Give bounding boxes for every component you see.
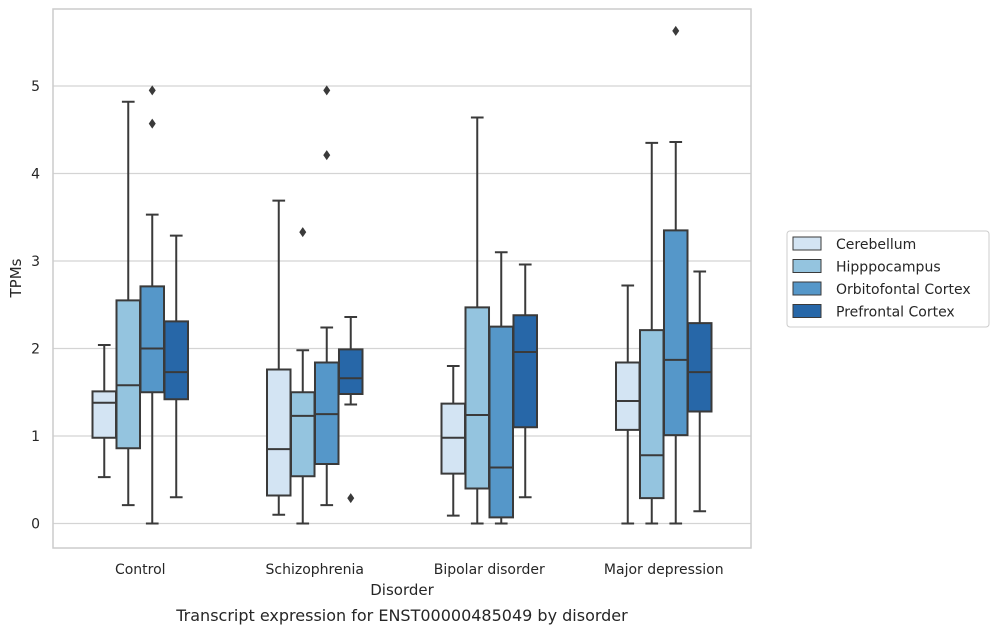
- x-tick-label: Schizophrenia: [266, 562, 364, 578]
- plot-frame: [52, 8, 752, 549]
- box-0-2: [139, 85, 166, 525]
- box-0-0: [91, 344, 118, 479]
- box-body: [115, 299, 142, 450]
- legend-label: Orbitofontal Cortex: [836, 282, 971, 298]
- box-body: [638, 329, 665, 500]
- box-1-0: [266, 199, 292, 516]
- box-body: [91, 390, 118, 439]
- box-1-2: [313, 85, 340, 507]
- outlier-point: [672, 25, 680, 36]
- legend-label: Prefrontal Cortex: [836, 305, 955, 321]
- y-tick-label: 5: [31, 79, 40, 95]
- box-body: [139, 285, 166, 394]
- outlier-point: [148, 85, 156, 96]
- x-tick-labels: Control Schizophrenia Bipolar disorder Majo…: [115, 562, 724, 578]
- legend-swatch: [792, 259, 822, 273]
- legend-swatch: [792, 304, 822, 318]
- legend-frame: [786, 230, 990, 328]
- box-2-2: [488, 251, 515, 525]
- box-body: [163, 320, 189, 401]
- box-3-2: [662, 25, 689, 525]
- box-2-1: [464, 116, 491, 525]
- outlier-point: [323, 85, 331, 96]
- outlier-point: [323, 150, 331, 161]
- box-0-1: [115, 100, 142, 507]
- box-body: [464, 306, 491, 490]
- box-1-3: [337, 316, 364, 504]
- y-axis-label: TPMs: [7, 258, 25, 298]
- y-tick-label: 0: [31, 517, 40, 533]
- box-body: [289, 391, 316, 478]
- box-3-0: [615, 284, 641, 525]
- outlier-point: [347, 493, 355, 504]
- legend-swatch: [792, 236, 822, 251]
- x-tick-label: Major depression: [604, 562, 724, 578]
- x-tick-label: Bipolar disorder: [434, 562, 545, 578]
- box-1-1: [289, 227, 316, 525]
- box-body: [615, 361, 641, 431]
- box-2-0: [440, 365, 467, 517]
- legend-label: Cerebellum: [836, 237, 916, 253]
- box-0-3: [163, 234, 189, 499]
- outlier-point: [148, 118, 156, 129]
- box-3-1: [638, 141, 665, 525]
- box-body: [266, 368, 292, 497]
- x-tick-label: Control: [115, 562, 166, 578]
- chart-caption: Transcript expression for ENST0000048504…: [176, 606, 628, 625]
- box-2-3: [512, 263, 538, 499]
- y-tick-label: 2: [31, 342, 40, 358]
- box-body: [662, 229, 689, 437]
- x-axis-label: Disorder: [370, 581, 434, 599]
- legend: Cerebellum Hipppocampus Orbitofontal Corte…: [786, 230, 990, 328]
- box-body: [488, 325, 515, 519]
- boxes-layer: [91, 25, 713, 525]
- legend-swatch: [792, 281, 822, 296]
- legend-label: Hipppocampus: [836, 260, 941, 276]
- y-tick-label: 1: [31, 429, 40, 445]
- y-tick-label: 4: [31, 167, 40, 183]
- outlier-point: [299, 227, 307, 238]
- box-body: [512, 314, 538, 429]
- box-body: [337, 348, 364, 395]
- box-body: [686, 322, 713, 413]
- y-tick-labels: 0 1 2 3 4 5: [31, 79, 40, 533]
- y-tick-label: 3: [31, 254, 40, 270]
- box-3-3: [686, 270, 713, 513]
